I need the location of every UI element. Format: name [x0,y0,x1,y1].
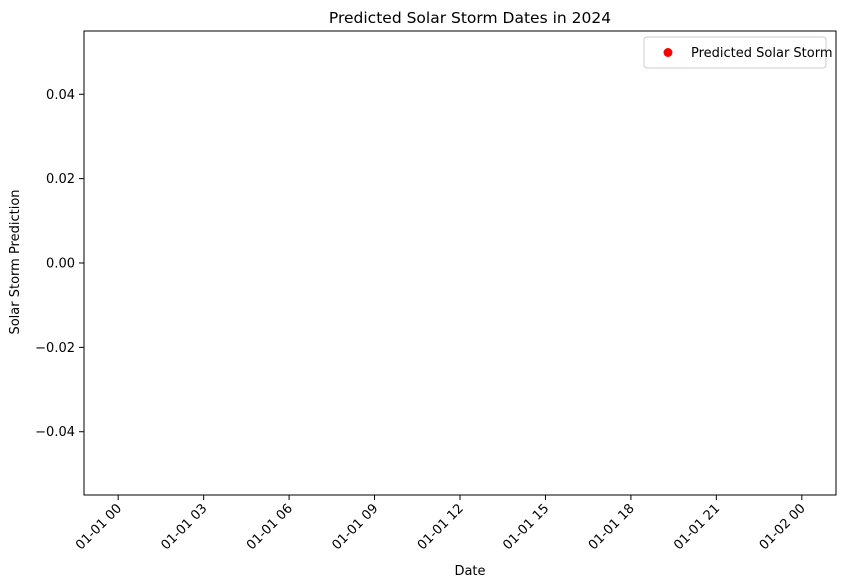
y-tick-label: 0.00 [46,257,75,272]
y-tick-label: −0.04 [35,425,75,440]
y-axis-title: Solar Storm Prediction [8,189,23,334]
y-tick-label: 0.04 [46,88,75,103]
legend-label: Predicted Solar Storm [691,46,833,61]
legend-marker [663,48,673,57]
y-axis: 0.04 0.02 0.00 −0.02 −0.04 [35,88,84,440]
y-tick-label: −0.02 [35,341,75,356]
chart-title: Predicted Solar Storm Dates in 2024 [329,9,611,27]
legend-box [643,36,827,69]
y-tick-label: 0.02 [46,172,75,187]
legend: Predicted Solar Storm [643,36,833,69]
x-axis-title: Date [454,564,485,579]
